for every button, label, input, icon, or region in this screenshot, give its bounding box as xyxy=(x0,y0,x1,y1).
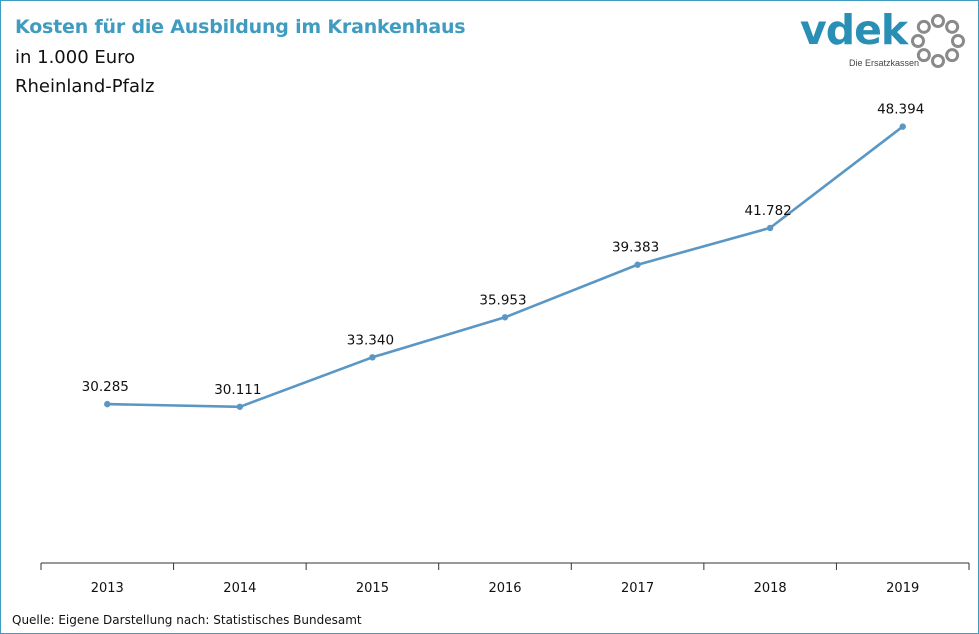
logo-ring-dot xyxy=(945,48,960,63)
data-point xyxy=(236,403,244,410)
logo-ring-dot xyxy=(916,48,931,63)
logo-ring-dot xyxy=(931,14,945,28)
data-label: 41.782 xyxy=(745,203,792,219)
chart-subtitle-region: Rheinland-Pfalz xyxy=(15,76,155,97)
data-label: 39.383 xyxy=(612,240,659,256)
data-point xyxy=(634,261,641,268)
data-point xyxy=(104,400,111,408)
data-point xyxy=(501,314,509,321)
x-tick-label: 2017 xyxy=(621,581,654,596)
data-label: 30.111 xyxy=(214,382,261,398)
logo-ring-dot xyxy=(931,54,945,68)
data-point xyxy=(899,123,906,130)
x-tick-label: 2014 xyxy=(223,581,256,596)
data-label: 35.953 xyxy=(479,292,526,308)
x-tick-label: 2013 xyxy=(91,581,124,596)
chart-title: Kosten für die Ausbildung im Krankenhaus xyxy=(15,16,466,38)
data-label: 48.394 xyxy=(877,102,924,118)
x-tick-label: 2019 xyxy=(886,581,919,596)
logo-ring-dot xyxy=(951,34,965,48)
x-tick-label: 2016 xyxy=(488,581,521,596)
x-tick-label: 2015 xyxy=(356,581,389,596)
chart-subtitle-unit: in 1.000 Euro xyxy=(15,47,136,68)
logo-ring-dot xyxy=(911,34,925,48)
data-point xyxy=(369,354,376,361)
logo-wordmark: vdek xyxy=(800,6,908,54)
logo-ring-dot xyxy=(916,19,931,34)
source-note: Quelle: Eigene Darstellung nach: Statist… xyxy=(12,613,362,627)
vdek-logo: vdek Die Ersatzkassen xyxy=(800,6,968,74)
x-tick-label: 2018 xyxy=(754,581,787,596)
logo-ring-icon xyxy=(911,14,965,68)
data-label: 33.340 xyxy=(347,332,394,348)
data-point xyxy=(766,224,774,232)
logo-ring-dot xyxy=(945,19,960,34)
data-label: 30.285 xyxy=(82,379,129,395)
logo-tagline: Die Ersatzkassen xyxy=(849,58,920,68)
series-line xyxy=(107,125,904,409)
